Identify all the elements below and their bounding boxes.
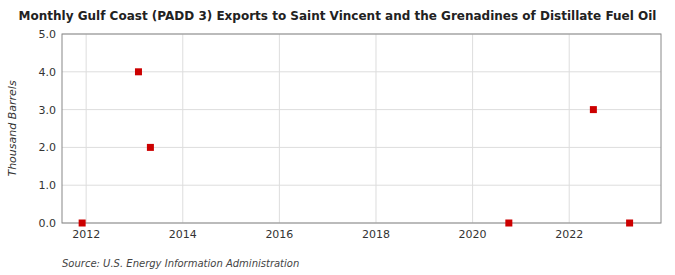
x-tick-label: 2014 (169, 228, 197, 241)
chart-svg: 2012 2014 2016 2018 2020 2022 0.0 1.0 2.0 3.0 4.0 5… (0, 0, 675, 275)
grid (62, 34, 661, 223)
y-tick-label: 2.0 (39, 141, 57, 154)
data-point (590, 106, 597, 113)
data-point (147, 144, 154, 151)
tick-labels: 2012 2014 2016 2018 2020 2022 0.0 1.0 2.0 3.0 4.0 5… (39, 28, 584, 241)
y-tick-label: 1.0 (39, 179, 57, 192)
y-tick-label: 5.0 (39, 28, 57, 41)
x-grid-line (86, 34, 87, 223)
x-grid-line (375, 34, 376, 223)
y-tick-label: 3.0 (39, 104, 57, 117)
x-grid-line (279, 34, 280, 223)
data-point (79, 220, 86, 227)
data-point (135, 68, 142, 75)
x-grid-line (182, 34, 183, 223)
x-tick-label: 2022 (555, 228, 583, 241)
chart-container: 2012 2014 2016 2018 2020 2022 0.0 1.0 2.0 3.0 4.0 5… (0, 0, 675, 275)
x-tick-label: 2016 (265, 228, 293, 241)
y-tick-label: 0.0 (39, 217, 57, 230)
points (79, 68, 633, 226)
background (0, 0, 675, 275)
data-point (505, 220, 512, 227)
y-tick-label: 4.0 (39, 66, 57, 79)
x-tick-label: 2018 (362, 228, 390, 241)
y-grid-line (62, 109, 661, 110)
x-grid-line (569, 34, 570, 223)
data-point (626, 220, 633, 227)
x-tick-label: 2012 (72, 228, 100, 241)
plot-frame (62, 34, 661, 223)
y-grid-line (62, 71, 661, 72)
y-axis-label: Thousand Barrels (6, 80, 19, 176)
y-grid-line (62, 185, 661, 186)
chart-title: Monthly Gulf Coast (PADD 3) Exports to S… (19, 9, 657, 23)
x-tick-label: 2020 (459, 228, 487, 241)
x-grid-line (472, 34, 473, 223)
source-note: Source: U.S. Energy Information Administ… (62, 258, 299, 269)
